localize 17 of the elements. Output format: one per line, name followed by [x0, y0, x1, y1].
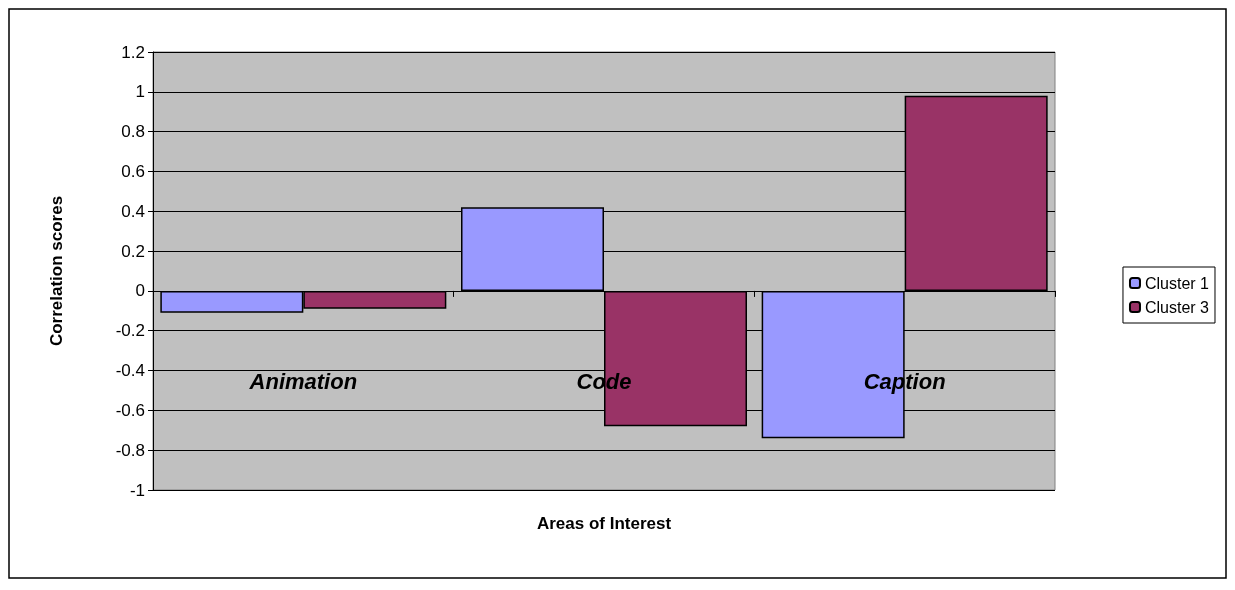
x-axis-title: Areas of Interest [536, 514, 672, 533]
y-tick-label: 0.2 [121, 241, 145, 261]
legend-label: Cluster 1 [1144, 274, 1210, 292]
y-tick-label: 1 [135, 82, 145, 102]
legend-label: Cluster 3 [1144, 298, 1210, 316]
y-tick-label: 1.2 [121, 42, 145, 62]
y-tick-label: 0.6 [121, 161, 145, 181]
y-tick-label: -0.8 [115, 440, 145, 460]
y-tick-label: -0.4 [115, 361, 145, 381]
y-tick-label: -1 [129, 480, 145, 500]
y-axis-title: Correlation scores [47, 195, 66, 347]
y-tick-label: 0.4 [121, 201, 145, 221]
y-tick-label: -0.2 [115, 321, 145, 341]
y-tick-label: -0.6 [115, 400, 145, 420]
x-tick-label: Animation [248, 368, 358, 394]
y-tick-label: 0.8 [121, 122, 145, 142]
y-tick-label: 0 [135, 281, 145, 301]
